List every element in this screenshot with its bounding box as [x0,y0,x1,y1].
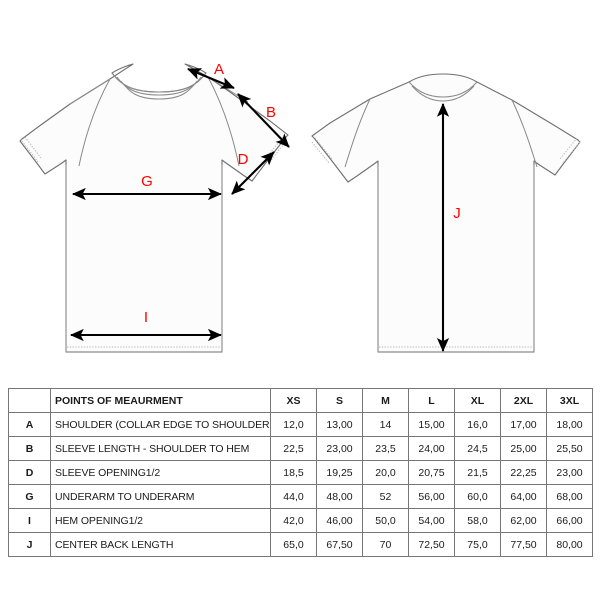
row-key-i: I [8,508,51,533]
row-i-xl: 58,0 [454,508,501,533]
header-size-s: S [316,388,363,413]
row-b-xs: 22,5 [270,436,317,461]
row-g-2xl: 64,00 [500,484,547,509]
dimension-label-j: J [453,205,461,222]
back-sleeve-hem-line-left [311,141,330,164]
row-d-s: 19,25 [316,460,363,485]
front-collar-rib-2 [120,80,198,100]
dimension-arrow-d [231,151,275,195]
table-header-row: POINTS OF MEAURMENT XS S M L XL 2XL 3XL [8,388,593,413]
front-shirt-outline [19,63,289,353]
back-sleeve-hem-stitch-left [314,137,333,160]
row-key-a: A [8,412,51,437]
row-name-b: SLEEVE LENGTH - SHOULDER TO HEM [50,436,271,461]
table-row: A SHOULDER (COLLAR EDGE TO SHOULDER EDGE… [8,412,593,437]
dimension-label-g: G [141,173,153,190]
row-a-l: 15,00 [408,412,455,437]
row-b-m: 23,5 [362,436,409,461]
row-j-m: 70 [362,532,409,557]
row-d-l: 20,75 [408,460,455,485]
row-key-d: D [8,460,51,485]
row-j-s: 67,50 [316,532,363,557]
row-a-m: 14 [362,412,409,437]
header-size-l: L [408,388,455,413]
back-sleeve-hem-line-right [562,141,581,164]
row-key-j: J [8,532,51,557]
row-i-2xl: 62,00 [500,508,547,533]
dimension-label-d: D [238,151,249,168]
dimension-label-i: I [144,309,148,326]
header-size-2xl: 2XL [500,388,547,413]
size-chart-table: POINTS OF MEAURMENT XS S M L XL 2XL 3XL … [8,388,593,557]
row-g-3xl: 68,00 [546,484,593,509]
header-points-of-measurement: POINTS OF MEAURMENT [50,388,271,413]
row-b-l: 24,00 [408,436,455,461]
row-name-d: SLEEVE OPENING1/2 [50,460,271,485]
row-key-g: G [8,484,51,509]
tshirt-illustration-area: A B D G I [19,61,581,353]
back-shirt-outline [311,73,581,353]
row-g-xl: 60,0 [454,484,501,509]
row-j-l: 72,50 [408,532,455,557]
row-g-l: 56,00 [408,484,455,509]
back-armhole-right [511,99,538,168]
row-b-3xl: 25,50 [546,436,593,461]
row-d-xl: 21,5 [454,460,501,485]
row-a-3xl: 18,00 [546,412,593,437]
front-shoulder-seam-left [69,78,111,105]
back-collar-rib [411,85,475,102]
row-d-2xl: 22,25 [500,460,547,485]
dimension-arrow-b [237,93,290,148]
row-j-xs: 65,0 [270,532,317,557]
row-g-xs: 44,0 [270,484,317,509]
row-name-i: HEM OPENING1/2 [50,508,271,533]
dimension-arrow-a [187,68,235,89]
header-size-xs: XS [270,388,317,413]
dimension-label-a: A [214,61,224,78]
row-name-j: CENTER BACK LENGTH [50,532,271,557]
row-i-l: 54,00 [408,508,455,533]
row-d-3xl: 23,00 [546,460,593,485]
size-chart-table-container: POINTS OF MEAURMENT XS S M L XL 2XL 3XL … [8,388,593,557]
row-j-3xl: 80,00 [546,532,593,557]
front-armhole-left [78,78,111,167]
row-b-xl: 24,5 [454,436,501,461]
table-body: A SHOULDER (COLLAR EDGE TO SHOULDER EDGE… [8,412,593,557]
row-i-3xl: 66,00 [546,508,593,533]
row-key-b: B [8,436,51,461]
row-j-2xl: 77,50 [500,532,547,557]
row-g-m: 52 [362,484,409,509]
dimension-label-b: B [266,104,276,121]
tshirt-back-view: J [311,73,581,353]
row-a-xs: 12,0 [270,412,317,437]
row-g-s: 48,00 [316,484,363,509]
row-i-xs: 42,0 [270,508,317,533]
table-row: I HEM OPENING1/2 42,0 46,00 50,0 54,00 5… [8,508,593,533]
header-size-3xl: 3XL [546,388,593,413]
row-i-s: 46,00 [316,508,363,533]
row-d-xs: 18,5 [270,460,317,485]
header-size-m: M [362,388,409,413]
row-d-m: 20,0 [362,460,409,485]
tshirt-front-view: A B D G I [19,61,290,353]
table-row: D SLEEVE OPENING1/2 18,5 19,25 20,0 20,7… [8,460,593,485]
back-armhole-left [344,98,371,168]
row-name-a: SHOULDER (COLLAR EDGE TO SHOULDER EDGE) [50,412,271,437]
row-a-2xl: 17,00 [500,412,547,437]
table-row: G UNDERARM TO UNDERARM 44,0 48,00 52 56,… [8,484,593,509]
table-row: J CENTER BACK LENGTH 65,0 67,50 70 72,50… [8,532,593,557]
row-i-m: 50,0 [362,508,409,533]
row-a-s: 13,00 [316,412,363,437]
back-sleeve-hem-stitch-right [559,137,578,160]
row-name-g: UNDERARM TO UNDERARM [50,484,271,509]
header-key-column [8,388,51,413]
row-b-2xl: 25,00 [500,436,547,461]
row-j-xl: 75,0 [454,532,501,557]
row-a-xl: 16,0 [454,412,501,437]
header-size-xl: XL [454,388,501,413]
back-collar-outer [408,81,478,98]
row-b-s: 23,00 [316,436,363,461]
table-row: B SLEEVE LENGTH - SHOULDER TO HEM 22,5 2… [8,436,593,461]
